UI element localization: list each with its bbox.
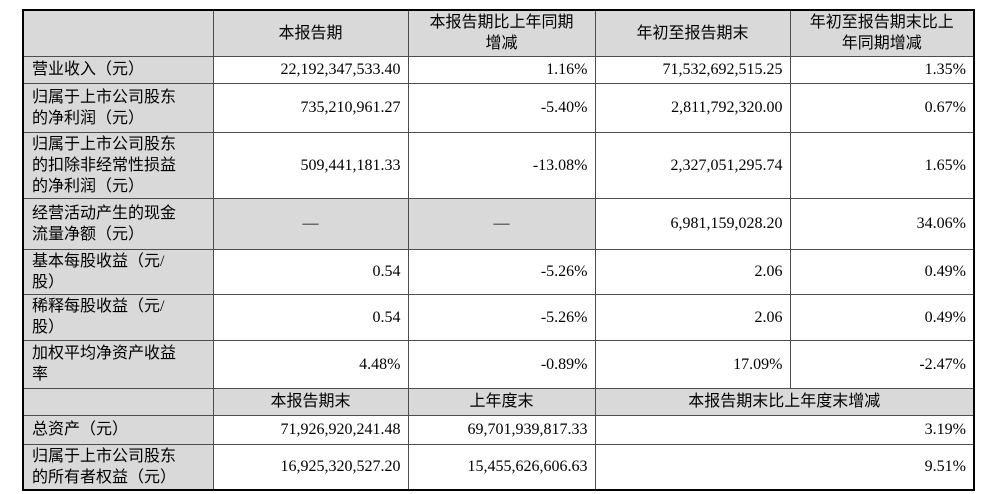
- value-current-change: -13.08%: [407, 131, 596, 199]
- financial-summary-table: 本报告期 本报告期比上年同期 增减 年初至报告期末 年初至报告期末比上 年同期增…: [22, 9, 975, 491]
- header-ytd: 年初至报告期末: [594, 9, 791, 57]
- header-ytd-change: 年初至报告期末比上 年同期增减: [789, 9, 975, 57]
- table-row-total-assets: 总资产（元） 71,926,920,241.48 69,701,939,817.…: [22, 414, 975, 445]
- value-ytd: 2,811,792,320.00: [594, 82, 791, 133]
- row-label: 归属于上市公司股东 的净利润（元）: [22, 82, 214, 133]
- row-label: 归属于上市公司股东 的扣除非经常性损益 的净利润（元）: [22, 131, 214, 199]
- table-row-operating-revenue: 营业收入（元） 22,192,347,533.40 1.16% 71,532,6…: [22, 55, 975, 84]
- value-current-change-dash: —: [407, 197, 596, 250]
- value-period-end-change: 3.19%: [594, 414, 975, 445]
- key-accounting-data-table: 本报告期 本报告期比上年同期 增减 年初至报告期末 年初至报告期末比上 年同期增…: [22, 9, 975, 491]
- value-ytd-change: 1.65%: [789, 131, 975, 199]
- value-current-change: -0.89%: [407, 339, 596, 389]
- value-current: 4.48%: [212, 339, 409, 389]
- value-current-change: -5.40%: [407, 82, 596, 133]
- value-ytd-change: 34.06%: [789, 197, 975, 250]
- value-ytd: 6,981,159,028.20: [594, 197, 791, 250]
- table-row-weighted-avg-roe: 加权平均净资产收益 率 4.48% -0.89% 17.09% -2.47%: [22, 339, 975, 389]
- table-row-net-profit-excl-nonrecurring: 归属于上市公司股东 的扣除非经常性损益 的净利润（元） 509,441,181.…: [22, 131, 975, 199]
- value-current-change: -5.26%: [407, 248, 596, 295]
- value-current: 0.54: [212, 293, 409, 341]
- value-current-dash: —: [212, 197, 409, 250]
- value-prev-year-end: 69,701,939,817.33: [407, 414, 596, 445]
- value-current: 735,210,961.27: [212, 82, 409, 133]
- table-row-owners-equity: 归属于上市公司股东 的所有者权益（元） 16,925,320,527.20 15…: [22, 443, 975, 491]
- value-period-end: 16,925,320,527.20: [212, 443, 409, 491]
- value-current: 0.54: [212, 248, 409, 295]
- value-ytd: 2.06: [594, 293, 791, 341]
- value-period-end-change: 9.51%: [594, 443, 975, 491]
- row-label: 稀释每股收益（元/ 股）: [22, 293, 214, 341]
- header-period-end-change: 本报告期末比上年度末增减: [594, 387, 975, 416]
- row-label: 归属于上市公司股东 的所有者权益（元）: [22, 443, 214, 491]
- table-header-row-top: 本报告期 本报告期比上年同期 增减 年初至报告期末 年初至报告期末比上 年同期增…: [22, 9, 975, 57]
- value-current: 509,441,181.33: [212, 131, 409, 199]
- value-ytd-change: 0.49%: [789, 248, 975, 295]
- header-current-period-change: 本报告期比上年同期 增减: [407, 9, 596, 57]
- table-row-basic-eps: 基本每股收益（元/ 股） 0.54 -5.26% 2.06 0.49%: [22, 248, 975, 295]
- value-ytd: 17.09%: [594, 339, 791, 389]
- row-label: 经营活动产生的现金 流量净额（元）: [22, 197, 214, 250]
- header-corner-cell: [22, 9, 214, 57]
- row-label: 总资产（元）: [22, 414, 214, 445]
- table-row-net-profit: 归属于上市公司股东 的净利润（元） 735,210,961.27 -5.40% …: [22, 82, 975, 133]
- row-label: 加权平均净资产收益 率: [22, 339, 214, 389]
- value-ytd: 2.06: [594, 248, 791, 295]
- value-ytd-change: 0.49%: [789, 293, 975, 341]
- header-corner-cell-bottom: [22, 387, 214, 416]
- value-ytd: 71,532,692,515.25: [594, 55, 791, 84]
- value-current-change: 1.16%: [407, 55, 596, 84]
- header-prev-year-end: 上年度末: [407, 387, 596, 416]
- value-current: 22,192,347,533.40: [212, 55, 409, 84]
- row-label: 营业收入（元）: [22, 55, 214, 84]
- value-ytd-change: 0.67%: [789, 82, 975, 133]
- value-ytd-change: -2.47%: [789, 339, 975, 389]
- table-row-operating-cash-flow: 经营活动产生的现金 流量净额（元） — — 6,981,159,028.20 3…: [22, 197, 975, 250]
- value-current-change: -5.26%: [407, 293, 596, 341]
- value-ytd-change: 1.35%: [789, 55, 975, 84]
- table-header-row-bottom: 本报告期末 上年度末 本报告期末比上年度末增减: [22, 387, 975, 416]
- value-prev-year-end: 15,455,626,606.63: [407, 443, 596, 491]
- table-row-diluted-eps: 稀释每股收益（元/ 股） 0.54 -5.26% 2.06 0.49%: [22, 293, 975, 341]
- value-period-end: 71,926,920,241.48: [212, 414, 409, 445]
- header-period-end: 本报告期末: [212, 387, 409, 416]
- row-label: 基本每股收益（元/ 股）: [22, 248, 214, 295]
- header-current-period: 本报告期: [212, 9, 409, 57]
- value-ytd: 2,327,051,295.74: [594, 131, 791, 199]
